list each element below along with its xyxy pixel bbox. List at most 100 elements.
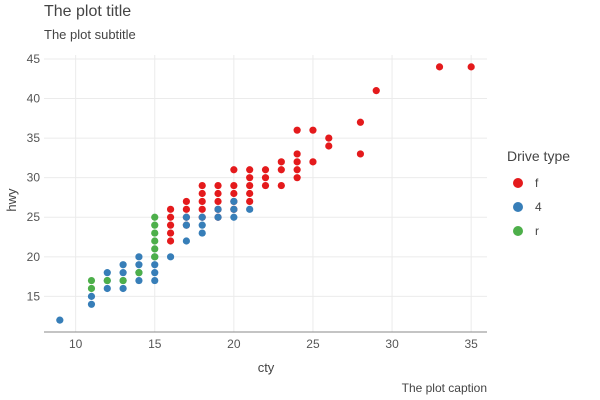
data-point-r — [103, 276, 111, 285]
data-point-4 — [119, 261, 127, 269]
data-point-f — [166, 205, 175, 213]
y-tick-label: 25 — [27, 210, 41, 224]
data-point-4 — [182, 221, 190, 229]
data-point-f — [277, 181, 285, 190]
data-point-r — [151, 245, 159, 253]
data-point-r — [151, 237, 159, 245]
y-tick-label: 30 — [27, 171, 41, 185]
data-point-f — [214, 197, 222, 206]
data-point-f — [246, 181, 254, 190]
data-point-4 — [230, 205, 238, 213]
data-point-f — [230, 189, 238, 198]
data-point-f — [214, 181, 222, 190]
data-point-4 — [135, 276, 143, 285]
data-point-4 — [166, 253, 175, 261]
x-tick-label: 15 — [148, 337, 162, 351]
data-point-4 — [182, 237, 190, 245]
data-point-f — [293, 150, 301, 158]
data-point-f — [166, 213, 175, 221]
data-point-f — [356, 150, 365, 158]
data-point-f — [277, 166, 285, 174]
data-point-4 — [151, 269, 159, 277]
data-point-f — [435, 63, 444, 71]
data-point-f — [261, 174, 270, 182]
data-point-f — [182, 205, 190, 213]
data-point-f — [246, 174, 254, 182]
data-point-4 — [135, 261, 143, 269]
x-tick-label: 30 — [385, 337, 399, 351]
legend-key-r — [513, 226, 523, 236]
data-point-4 — [119, 284, 127, 293]
data-point-4 — [119, 269, 127, 277]
data-point-f — [325, 142, 333, 150]
data-point-4 — [87, 292, 96, 300]
data-point-4 — [230, 197, 238, 206]
data-point-f — [372, 87, 380, 95]
y-tick-label: 45 — [27, 52, 41, 66]
legend-label-f: f — [535, 176, 539, 190]
data-point-4 — [214, 213, 222, 221]
data-point-f — [198, 181, 206, 190]
data-point-r — [151, 253, 159, 261]
data-point-f — [166, 221, 175, 229]
x-tick-labels: 10 15 20 25 30 35 — [69, 337, 478, 351]
data-point-f — [198, 197, 206, 206]
data-point-4 — [103, 284, 111, 293]
data-point-f — [293, 174, 301, 182]
data-point-r — [135, 269, 143, 277]
data-point-f — [309, 126, 317, 134]
data-point-f — [246, 189, 254, 198]
data-point-4 — [103, 269, 111, 277]
data-point-f — [198, 205, 206, 213]
x-tick-label: 25 — [306, 337, 320, 351]
data-point-f — [293, 158, 301, 166]
data-point-f — [230, 166, 238, 174]
data-point-r — [119, 276, 127, 285]
x-axis-title: cty — [258, 360, 275, 375]
data-point-f — [230, 181, 238, 190]
data-point-4 — [246, 205, 254, 213]
chart-caption: The plot caption — [402, 381, 487, 395]
y-tick-label: 40 — [27, 92, 41, 106]
data-point-f — [214, 189, 222, 198]
legend-label-r: r — [535, 224, 539, 238]
data-point-r — [151, 213, 159, 221]
data-point-f — [467, 63, 475, 71]
x-tick-label: 10 — [69, 337, 83, 351]
y-tick-label: 20 — [27, 250, 41, 264]
y-tick-label: 35 — [27, 131, 41, 145]
x-tick-label: 20 — [227, 337, 241, 351]
data-point-f — [261, 166, 270, 174]
y-tick-labels: 15 20 25 30 35 40 45 — [27, 52, 41, 303]
data-point-4 — [87, 300, 96, 308]
data-point-4 — [135, 253, 143, 261]
legend: Drive type f 4 r — [507, 148, 570, 238]
data-point-r — [151, 229, 159, 237]
data-point-4 — [198, 221, 206, 229]
x-tick-label: 35 — [464, 337, 478, 351]
data-point-f — [198, 189, 206, 198]
legend-key-f — [513, 178, 523, 188]
data-point-r — [151, 221, 159, 229]
data-point-f — [261, 181, 270, 190]
chart-subtitle: The plot subtitle — [44, 27, 136, 42]
data-point-4 — [198, 213, 206, 221]
legend-items: f 4 r — [513, 176, 542, 238]
chart-title: The plot title — [44, 3, 131, 20]
data-point-f — [309, 158, 317, 166]
data-point-r — [87, 276, 96, 285]
data-point-4 — [151, 261, 159, 269]
data-point-f — [166, 237, 175, 245]
legend-title: Drive type — [507, 148, 570, 164]
y-axis-title: hwy — [4, 188, 19, 212]
data-points — [56, 63, 475, 324]
y-tick-label: 15 — [27, 289, 41, 303]
data-point-f — [182, 197, 190, 206]
data-point-4 — [56, 316, 64, 324]
data-point-4 — [151, 276, 159, 285]
data-point-4 — [198, 229, 206, 237]
data-point-f — [166, 229, 175, 237]
data-point-f — [246, 197, 254, 206]
data-point-f — [293, 126, 301, 134]
data-point-f — [277, 158, 285, 166]
